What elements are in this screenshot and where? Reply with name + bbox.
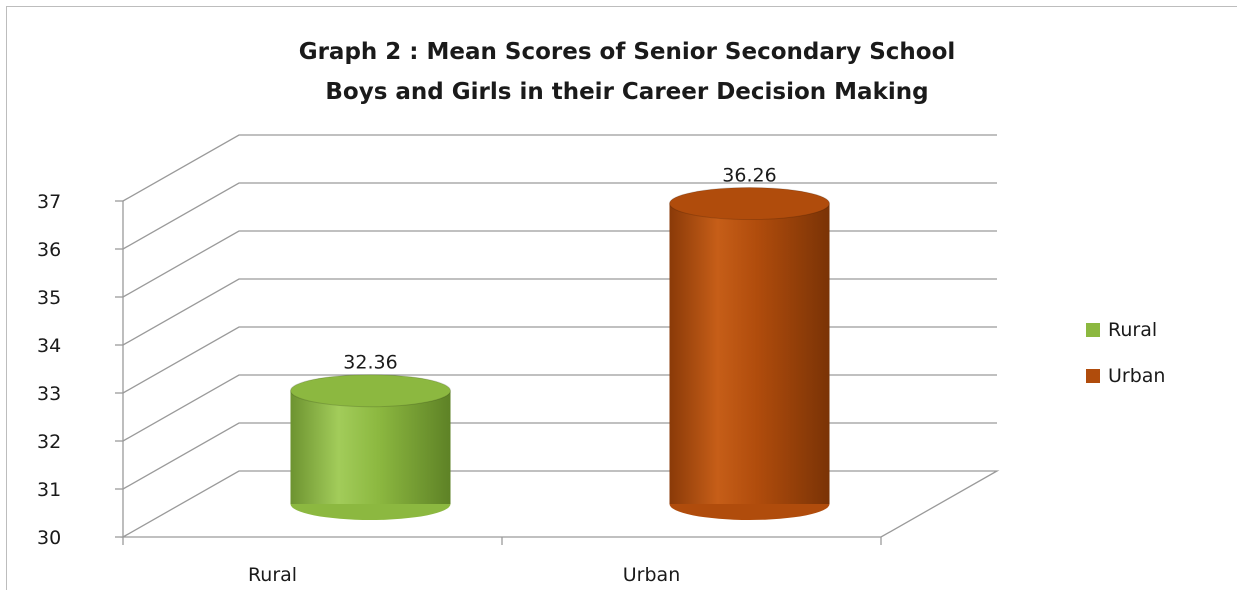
gridline bbox=[122, 374, 997, 442]
bar-body bbox=[669, 203, 830, 504]
gridline bbox=[122, 326, 997, 394]
gridline bbox=[122, 230, 997, 298]
y-tick-label: 34 bbox=[37, 335, 61, 357]
legend-label-urban: Urban bbox=[1108, 365, 1165, 387]
bars bbox=[290, 187, 830, 520]
y-tick-label: 33 bbox=[37, 383, 61, 405]
bar-rural bbox=[290, 374, 451, 520]
gridline bbox=[122, 134, 997, 202]
y-tick-label: 30 bbox=[37, 527, 61, 549]
y-tick-label: 35 bbox=[37, 287, 61, 309]
gridline bbox=[122, 278, 997, 346]
floor-plane bbox=[120, 470, 1000, 538]
gridlines bbox=[122, 134, 997, 490]
chart-frame: Graph 2 : Mean Scores of Senior Secondar… bbox=[6, 6, 1237, 590]
legend-swatch-urban bbox=[1086, 369, 1100, 383]
x-axis-categories: Rural Urban bbox=[248, 564, 680, 586]
y-tick-label: 37 bbox=[37, 191, 61, 213]
y-tick-label: 36 bbox=[37, 239, 61, 261]
bar-top bbox=[290, 374, 451, 408]
data-labels: 32.36 36.26 bbox=[343, 165, 776, 374]
legend-label-rural: Rural bbox=[1108, 319, 1157, 341]
data-label-rural: 32.36 bbox=[343, 352, 397, 374]
x-category-rural: Rural bbox=[248, 564, 297, 586]
axes bbox=[120, 201, 1000, 545]
bar-top bbox=[669, 187, 830, 221]
chart-title-line-2: Boys and Girls in their Career Decision … bbox=[325, 79, 928, 105]
chart-svg: Graph 2 : Mean Scores of Senior Secondar… bbox=[37, 39, 1165, 586]
gridline bbox=[122, 182, 997, 250]
gridline bbox=[122, 422, 997, 490]
y-tick-label: 32 bbox=[37, 431, 61, 453]
bar-body bbox=[290, 390, 451, 504]
y-axis-ticks: 30 31 32 33 34 35 36 37 bbox=[37, 191, 123, 549]
x-category-urban: Urban bbox=[623, 564, 680, 586]
data-label-urban: 36.26 bbox=[722, 165, 776, 187]
chart-title-line-1: Graph 2 : Mean Scores of Senior Secondar… bbox=[299, 39, 956, 65]
bar-urban bbox=[669, 187, 830, 520]
y-tick-label: 31 bbox=[37, 479, 61, 501]
legend-swatch-rural bbox=[1086, 323, 1100, 337]
legend: Rural Urban bbox=[1086, 319, 1165, 387]
